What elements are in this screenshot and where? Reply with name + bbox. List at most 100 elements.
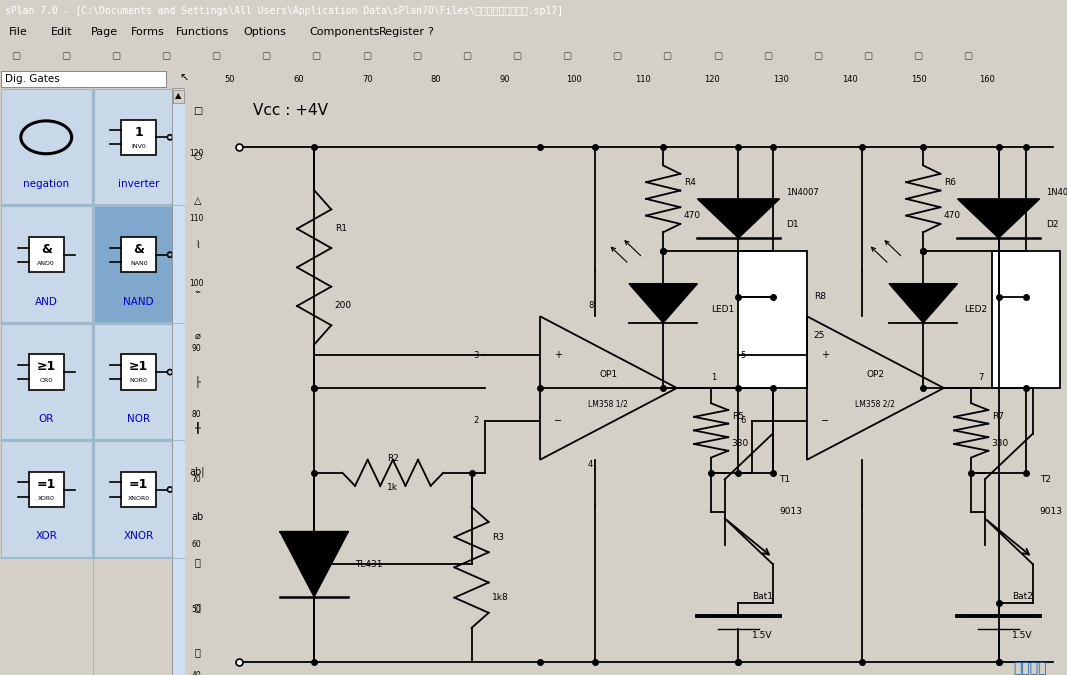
Text: AND: AND [35,297,58,306]
Text: &: & [133,243,144,256]
FancyBboxPatch shape [94,441,184,557]
Text: D2: D2 [1047,221,1058,230]
Text: T2: T2 [1039,475,1051,484]
Text: ⌁: ⌁ [194,286,201,296]
Text: 120: 120 [704,74,719,84]
Text: +: + [821,350,829,360]
Text: XNOR: XNOR [124,531,154,541]
Text: LM358 2/2: LM358 2/2 [856,400,895,409]
Text: ▢: ▢ [964,51,973,61]
Text: ▢: ▢ [913,51,923,61]
Text: −: − [821,416,829,426]
Text: Edit: Edit [51,27,73,37]
Text: 100: 100 [189,279,203,288]
Text: ▢: ▢ [312,51,321,61]
Text: 9013: 9013 [780,508,802,516]
Text: 3: 3 [473,351,478,360]
Text: R2: R2 [387,454,399,463]
Text: ▢: ▢ [562,51,572,61]
Text: OP2: OP2 [866,371,885,379]
Text: ▢: ▢ [462,51,472,61]
Text: ▢: ▢ [362,51,371,61]
Text: 80: 80 [191,410,201,418]
Text: R5: R5 [732,412,744,421]
Text: INV0: INV0 [131,144,146,148]
Text: 470: 470 [684,211,701,220]
Text: NOR: NOR [127,414,150,424]
Text: =1: =1 [129,478,148,491]
Text: 🔍: 🔍 [194,602,201,612]
FancyBboxPatch shape [94,89,184,205]
FancyBboxPatch shape [122,472,157,507]
Text: ▢: ▢ [813,51,823,61]
Text: R6: R6 [944,178,956,187]
Text: AND0: AND0 [37,261,55,266]
Text: R8: R8 [814,292,826,301]
Text: 110: 110 [635,74,651,84]
Text: 70: 70 [191,475,201,484]
Text: Register: Register [379,27,425,37]
Text: sPlan 7.0 - [C:\Documents and Settings\All Users\Application Data\sPlan70\Files\: sPlan 7.0 - [C:\Documents and Settings\A… [5,6,563,16]
Text: LM358 1/2: LM358 1/2 [589,400,628,409]
Text: 模友之吧: 模友之吧 [1013,662,1047,675]
Text: XNOR0: XNOR0 [128,496,149,501]
Text: ▢: ▢ [211,51,221,61]
Text: ○: ○ [193,151,202,161]
Text: 60: 60 [293,74,304,84]
Text: ▢: ▢ [11,51,20,61]
Text: 50: 50 [224,74,235,84]
Text: ├: ├ [194,375,201,387]
Text: ╂: ╂ [194,421,201,433]
Text: ▲: ▲ [175,92,181,101]
Text: 200: 200 [335,302,352,311]
Text: ▢: ▢ [412,51,421,61]
Text: ↖: ↖ [179,74,189,84]
Text: OR0: OR0 [39,379,52,383]
Text: R3: R3 [492,533,504,541]
Text: 40: 40 [191,670,201,675]
Text: 1k: 1k [387,483,398,491]
Text: ⌇: ⌇ [195,241,200,251]
Text: LED1: LED1 [711,305,734,315]
Text: Forms: Forms [131,27,165,37]
FancyBboxPatch shape [1,89,92,205]
Text: ?: ? [427,27,433,37]
Text: ▢: ▢ [161,51,171,61]
Text: =1: =1 [36,478,55,491]
Text: 8: 8 [588,301,593,310]
Text: 🖼: 🖼 [194,557,201,567]
Text: negation: negation [23,180,69,189]
Text: 1.5V: 1.5V [1013,631,1033,641]
FancyBboxPatch shape [29,354,64,389]
Text: File: File [9,27,28,37]
Text: ▢: ▢ [713,51,722,61]
Text: 90: 90 [499,74,510,84]
Text: Functions: Functions [176,27,229,37]
FancyBboxPatch shape [172,88,185,675]
Text: 470: 470 [944,211,961,220]
Text: 5: 5 [740,351,746,360]
Text: 25: 25 [814,331,825,340]
Polygon shape [957,199,1039,238]
Text: NAN0: NAN0 [130,261,147,266]
Text: Dig. Gates: Dig. Gates [5,74,60,84]
Text: XOR: XOR [35,531,58,541]
Text: 150: 150 [910,74,926,84]
Text: inverter: inverter [118,180,159,189]
Text: 70: 70 [362,74,372,84]
Text: 1k8: 1k8 [492,593,509,602]
Text: 6: 6 [739,416,746,425]
Text: LED2: LED2 [965,305,987,315]
Text: 110: 110 [189,214,203,223]
Text: 1N4007: 1N4007 [1047,188,1067,197]
Text: ▢: ▢ [863,51,873,61]
Text: 4: 4 [588,460,593,468]
FancyBboxPatch shape [122,354,157,389]
Text: 50: 50 [191,605,201,614]
Polygon shape [628,284,698,323]
Text: 330: 330 [991,439,1009,448]
Text: 7: 7 [978,373,984,381]
Text: 120: 120 [189,148,203,158]
FancyBboxPatch shape [173,90,184,103]
Text: Vcc : +4V: Vcc : +4V [253,103,328,118]
